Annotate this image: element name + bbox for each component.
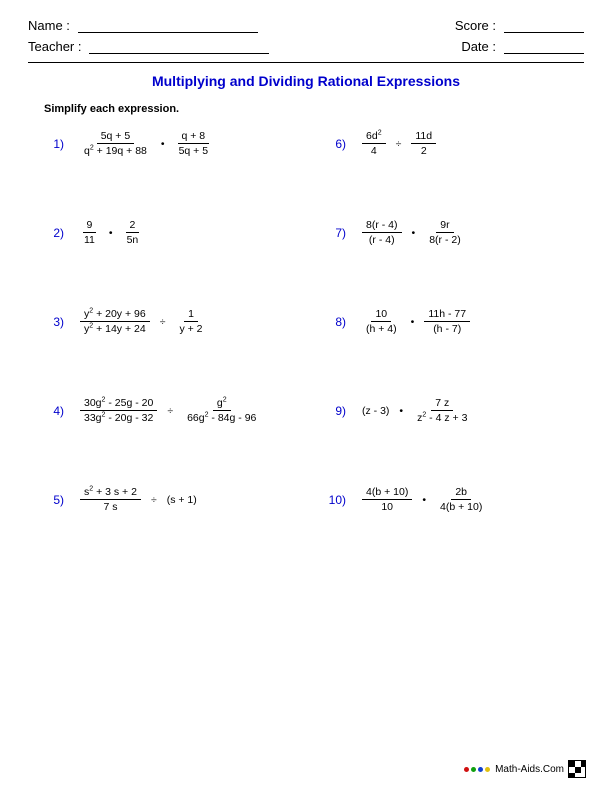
- score-field: Score :: [455, 18, 584, 33]
- operator: ÷: [160, 316, 166, 328]
- date-blank[interactable]: [504, 40, 584, 54]
- problem-expression: 4(b + 10)10 • 2b4(b + 10): [358, 485, 490, 514]
- instruction-text: Simplify each expression.: [44, 103, 584, 115]
- problem-number: 4): [34, 404, 64, 418]
- operator: •: [411, 316, 415, 328]
- name-label: Name :: [28, 18, 70, 33]
- problem: 9) (z - 3) • 7 zz2 - 4 z + 3: [316, 396, 578, 425]
- problem-expression: 5q + 5q2 + 19q + 88 • q + 85q + 5: [76, 129, 216, 158]
- name-field: Name :: [28, 18, 258, 33]
- operator: •: [161, 138, 165, 150]
- problem: 4) 30g2 - 25g - 2033g2 - 20g - 32 ÷ g266g2 …: [34, 396, 296, 425]
- fraction: 6d24: [362, 129, 386, 158]
- worksheet-page: Name : Score : Teacher : Date : Multiply…: [0, 0, 612, 792]
- header-row-1: Name : Score :: [28, 18, 584, 33]
- expression-text: (s + 1): [167, 494, 197, 506]
- problem-number: 8): [316, 315, 346, 329]
- problem: 5) s2 + 3 s + 27 s ÷ (s + 1): [34, 485, 296, 514]
- operator: ÷: [396, 138, 402, 150]
- fraction: 8(r - 4)(r - 4): [362, 218, 402, 247]
- footer: Math-Aids.Com: [463, 760, 586, 778]
- problem-expression: 30g2 - 25g - 2033g2 - 20g - 32 ÷ g266g2 - …: [76, 396, 264, 425]
- fraction: 10(h + 4): [362, 307, 401, 336]
- problem-number: 3): [34, 315, 64, 329]
- date-label: Date :: [461, 39, 496, 54]
- problem-expression: (z - 3) • 7 zz2 - 4 z + 3: [358, 396, 475, 425]
- operator: •: [109, 227, 113, 239]
- score-blank[interactable]: [504, 19, 584, 33]
- fraction: 11h - 77(h - 7): [424, 307, 470, 336]
- problem: 2) 911 • 25n: [34, 218, 296, 247]
- problem-expression: 10(h + 4) • 11h - 77(h - 7): [358, 307, 474, 336]
- operator: •: [412, 227, 416, 239]
- name-blank[interactable]: [78, 19, 258, 33]
- problem-expression: 6d24 ÷ 11d2: [358, 129, 440, 158]
- teacher-field: Teacher :: [28, 39, 269, 54]
- teacher-blank[interactable]: [89, 40, 269, 54]
- fraction: 4(b + 10)10: [362, 485, 412, 514]
- fraction: 25n: [123, 218, 143, 247]
- fraction: 9r8(r - 2): [425, 218, 465, 247]
- problem-number: 9): [316, 404, 346, 418]
- problem-expression: y2 + 20y + 96y2 + 14y + 24 ÷ 1y + 2: [76, 307, 211, 336]
- problem-number: 1): [34, 137, 64, 151]
- fraction: y2 + 20y + 96y2 + 14y + 24: [80, 307, 150, 336]
- problems-grid: 1) 5q + 5q2 + 19q + 88 • q + 85q + 5 6) 6d24 ÷…: [28, 129, 584, 514]
- worksheet-title: Multiplying and Dividing Rational Expres…: [28, 73, 584, 89]
- operator: •: [422, 494, 426, 506]
- fraction: 7 zz2 - 4 z + 3: [413, 396, 471, 425]
- problem: 7) 8(r - 4)(r - 4) • 9r8(r - 2): [316, 218, 578, 247]
- expression-text: (z - 3): [362, 405, 389, 417]
- qr-icon: [568, 760, 586, 778]
- fraction: 5q + 5q2 + 19q + 88: [80, 129, 151, 158]
- logo-dots: [463, 764, 491, 775]
- problem-number: 2): [34, 226, 64, 240]
- date-field: Date :: [461, 39, 584, 54]
- problem: 8) 10(h + 4) • 11h - 77(h - 7): [316, 307, 578, 336]
- problem-number: 7): [316, 226, 346, 240]
- fraction: q + 85q + 5: [175, 129, 213, 158]
- problem: 1) 5q + 5q2 + 19q + 88 • q + 85q + 5: [34, 129, 296, 158]
- fraction: g266g2 - 84g - 96: [183, 396, 260, 425]
- problem: 10) 4(b + 10)10 • 2b4(b + 10): [316, 485, 578, 514]
- fraction: 1y + 2: [175, 307, 206, 336]
- problem: 3) y2 + 20y + 96y2 + 14y + 24 ÷ 1y + 2: [34, 307, 296, 336]
- problem: 6) 6d24 ÷ 11d2: [316, 129, 578, 158]
- fraction: 11d2: [411, 129, 436, 158]
- fraction: 911: [80, 218, 99, 247]
- problem-expression: 8(r - 4)(r - 4) • 9r8(r - 2): [358, 218, 469, 247]
- footer-text: Math-Aids.Com: [495, 764, 564, 775]
- header-divider: [28, 62, 584, 63]
- problem-expression: s2 + 3 s + 27 s ÷ (s + 1): [76, 485, 201, 514]
- fraction: 30g2 - 25g - 2033g2 - 20g - 32: [80, 396, 157, 425]
- score-label: Score :: [455, 18, 496, 33]
- teacher-label: Teacher :: [28, 39, 81, 54]
- operator: •: [399, 405, 403, 417]
- problem-number: 10): [316, 493, 346, 507]
- header-row-2: Teacher : Date :: [28, 39, 584, 54]
- problem-expression: 911 • 25n: [76, 218, 146, 247]
- fraction: 2b4(b + 10): [436, 485, 486, 514]
- operator: ÷: [167, 405, 173, 417]
- problem-number: 6): [316, 137, 346, 151]
- fraction: s2 + 3 s + 27 s: [80, 485, 141, 514]
- operator: ÷: [151, 494, 157, 506]
- problem-number: 5): [34, 493, 64, 507]
